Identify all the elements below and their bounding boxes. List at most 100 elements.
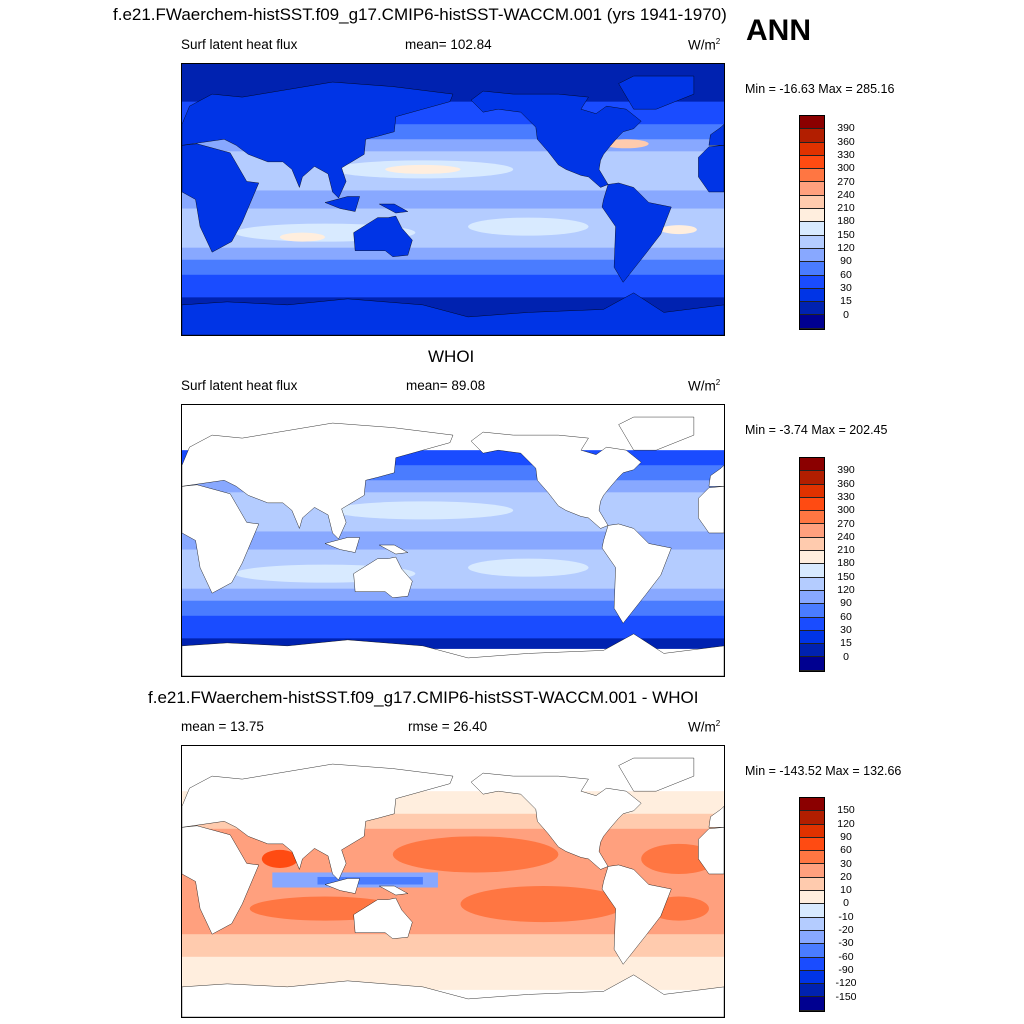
contour-region [332, 501, 514, 520]
colorbar-tick-label: 240 [837, 188, 855, 201]
colorbar-tick-label: 120 [837, 817, 855, 830]
colorbar-tick-label: 210 [837, 544, 855, 557]
panel1-units: W/m2 [688, 37, 721, 53]
continent-outline [619, 758, 694, 791]
colorbar-bin [800, 997, 824, 1011]
colorbar-tick-label: 150 [837, 570, 855, 583]
colorbar-bin [800, 315, 824, 329]
colorbar-tick-label: 90 [840, 830, 852, 843]
colorbar-bin [800, 617, 824, 631]
contour-region [279, 232, 326, 242]
colorbar-bin [800, 471, 824, 485]
panel3-map [181, 745, 725, 1018]
panel2-map [181, 404, 725, 677]
colorbar-bin [800, 551, 824, 565]
colorbar-bin [800, 604, 824, 618]
continent-outline [698, 145, 724, 192]
colorbar-bin [800, 129, 824, 143]
panel3-title: f.e21.FWaerchem-histSST.f09_g17.CMIP6-hi… [148, 688, 699, 707]
colorbar-tick-label: -20 [838, 924, 854, 936]
colorbar-tick-label: 150 [837, 228, 855, 241]
panel2-variable: Surf latent heat flux [181, 378, 298, 393]
colorbar-tick-label: 240 [837, 530, 855, 543]
colorbar-tick-label: 15 [840, 295, 852, 308]
colorbar-bin [800, 142, 824, 156]
colorbar-tick-label: 210 [837, 202, 855, 215]
colorbar-tick-label: 60 [840, 844, 852, 857]
colorbar-bin [800, 970, 824, 985]
colorbar-bin [800, 209, 824, 223]
colorbar-bin [800, 824, 824, 838]
colorbar-bin [800, 877, 824, 892]
continent-outline [709, 465, 724, 486]
colorbar-bin [800, 182, 824, 196]
season-label: ANN [746, 14, 811, 47]
continent-outline [602, 524, 671, 623]
continent-outline [182, 485, 259, 593]
continent-outline [379, 545, 408, 554]
contour-region [392, 836, 559, 873]
panel2-minmax: Min = -3.74 Max = 202.45 [745, 423, 888, 437]
continent-outline [325, 196, 360, 211]
colorbar-tick-label: 20 [840, 870, 852, 883]
colorbar-bin [800, 235, 824, 249]
colorbar-bin [800, 590, 824, 605]
continent-outline [182, 826, 259, 934]
continent-outline [379, 886, 408, 895]
colorbar-tick-label: 300 [837, 162, 855, 175]
contour-region [468, 558, 589, 577]
colorbar-tick-label: 180 [837, 215, 855, 228]
colorbar-tick-label: 15 [840, 637, 852, 650]
colorbar-tick-label: 330 [837, 148, 855, 161]
colorbar-bin [800, 537, 824, 552]
panel1-map [181, 63, 725, 336]
colorbar-bin [800, 630, 824, 645]
continent-outline [182, 82, 453, 198]
colorbar-bin [800, 248, 824, 263]
colorbar-bin [800, 811, 824, 825]
colorbar-tick-label: 0 [843, 308, 849, 321]
colorbar-tick-label: -60 [838, 950, 854, 963]
colorbar-tick-label: 360 [837, 135, 855, 148]
panel2-units: W/m2 [688, 378, 721, 394]
panel1-colorbar [799, 115, 825, 330]
colorbar-tick-label: 390 [837, 464, 855, 477]
colorbar-tick-label: -10 [838, 910, 854, 923]
continent-outline [698, 827, 724, 874]
contour-region [603, 139, 649, 149]
panel2-colorbar [799, 457, 825, 672]
continent-outline [471, 432, 641, 528]
colorbar-tick-label: 60 [840, 610, 852, 623]
continent-outline [709, 124, 724, 145]
continent-outline [619, 76, 694, 109]
continent-outline [471, 91, 641, 187]
colorbar-bin [800, 984, 824, 998]
colorbar-bin [800, 798, 824, 812]
panel1-variable: Surf latent heat flux [181, 37, 298, 52]
colorbar-tick-label: -30 [838, 937, 854, 950]
contour-region [641, 843, 717, 874]
colorbar-bin [800, 644, 824, 658]
contour-band [182, 190, 724, 209]
colorbar-bin [800, 497, 824, 512]
panel3-minmax: Min = -143.52 Max = 132.66 [745, 764, 902, 778]
panel3-colorbar [799, 797, 825, 1012]
colorbar-bin [800, 957, 824, 971]
colorbar-bin [800, 837, 824, 852]
colorbar-tick-label: -120 [835, 977, 857, 990]
continent-outline [602, 183, 671, 282]
continent-outline [182, 975, 724, 1017]
continent-outline [182, 764, 453, 880]
colorbar-bin [800, 657, 824, 671]
colorbar-bin [800, 458, 824, 472]
panel1-minmax: Min = -16.63 Max = 285.16 [745, 82, 895, 96]
colorbar-bin [800, 904, 824, 918]
colorbar-tick-label: 330 [837, 490, 855, 503]
panel2-title: WHOI [428, 347, 475, 366]
panel2-mean: mean= 89.08 [406, 378, 486, 393]
colorbar-bin [800, 930, 824, 945]
continent-outline [471, 773, 641, 869]
panel3-rmse: rmse = 26.40 [408, 719, 488, 734]
colorbar-tick-label: 60 [840, 268, 852, 281]
contour-band [317, 876, 423, 885]
